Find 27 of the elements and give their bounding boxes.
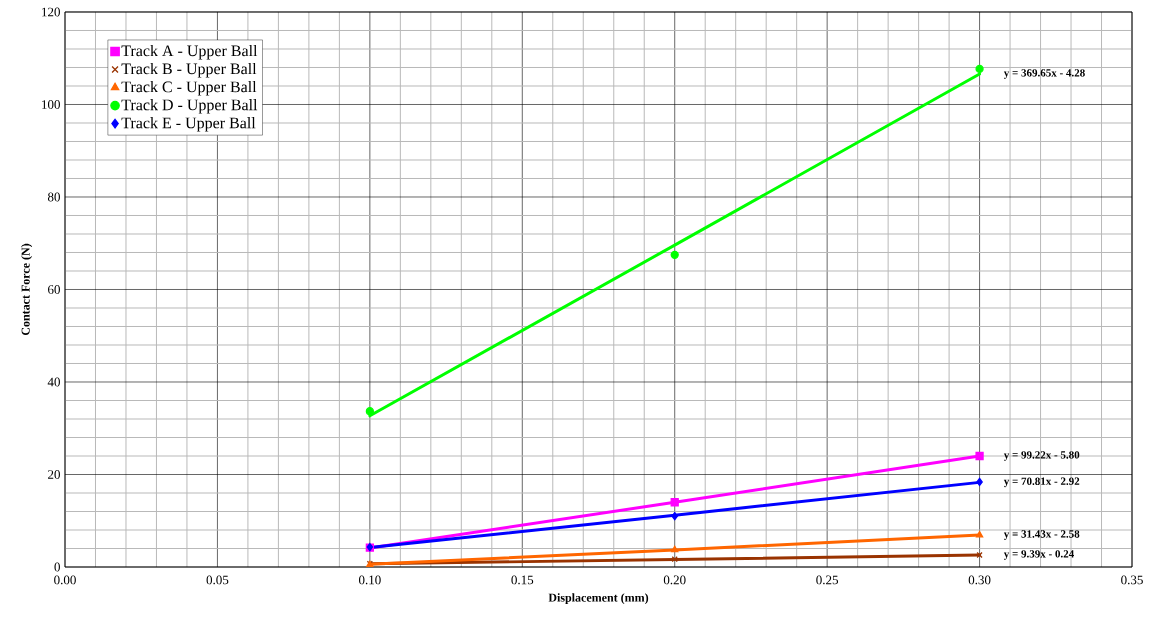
y-tick-label: 100 xyxy=(42,100,60,109)
annotation: y = 99.22x - 5.80 xyxy=(1003,451,1080,461)
x-axis-title: Displacement (mm) xyxy=(548,593,649,605)
x-tick-label: 0.25 xyxy=(816,575,839,585)
y-tick-label: 20 xyxy=(48,470,60,479)
annotation: y = 31.43x - 2.58 xyxy=(1003,530,1080,540)
x-tick-label: 0.05 xyxy=(206,575,229,585)
y-axis-title: Contact Force (N) xyxy=(21,243,33,336)
y-tick-label: 80 xyxy=(47,192,60,202)
x-tick-label: 0.00 xyxy=(54,575,76,585)
legend-label: Track E - Upper Ball xyxy=(121,117,256,132)
legend-label: Track B - Upper Ball xyxy=(121,62,257,78)
legend-label: Track C - Upper Ball xyxy=(121,81,257,96)
y-tick-label: 40 xyxy=(47,377,60,387)
legend-label: Track A - Upper Ball xyxy=(121,44,258,60)
legend-label: Track D - Upper Ball xyxy=(121,99,258,114)
y-tick-label: 120 xyxy=(42,7,60,17)
x-tick-label: 0.35 xyxy=(1121,575,1143,585)
x-tick-label: 0.30 xyxy=(968,575,991,585)
annotation: y = 9.39x - 0.24 xyxy=(1003,550,1074,560)
annotation: y = 369.65x - 4.28 xyxy=(1003,69,1085,79)
y-tick-label: 60 xyxy=(48,285,60,294)
annotation: y = 70.81x - 2.92 xyxy=(1003,477,1080,488)
x-tick-label: 0.15 xyxy=(511,575,534,585)
x-tick-label: 0.10 xyxy=(358,575,381,585)
x-tick-label: 0.20 xyxy=(663,575,686,585)
y-tick-label: 0 xyxy=(54,562,60,572)
